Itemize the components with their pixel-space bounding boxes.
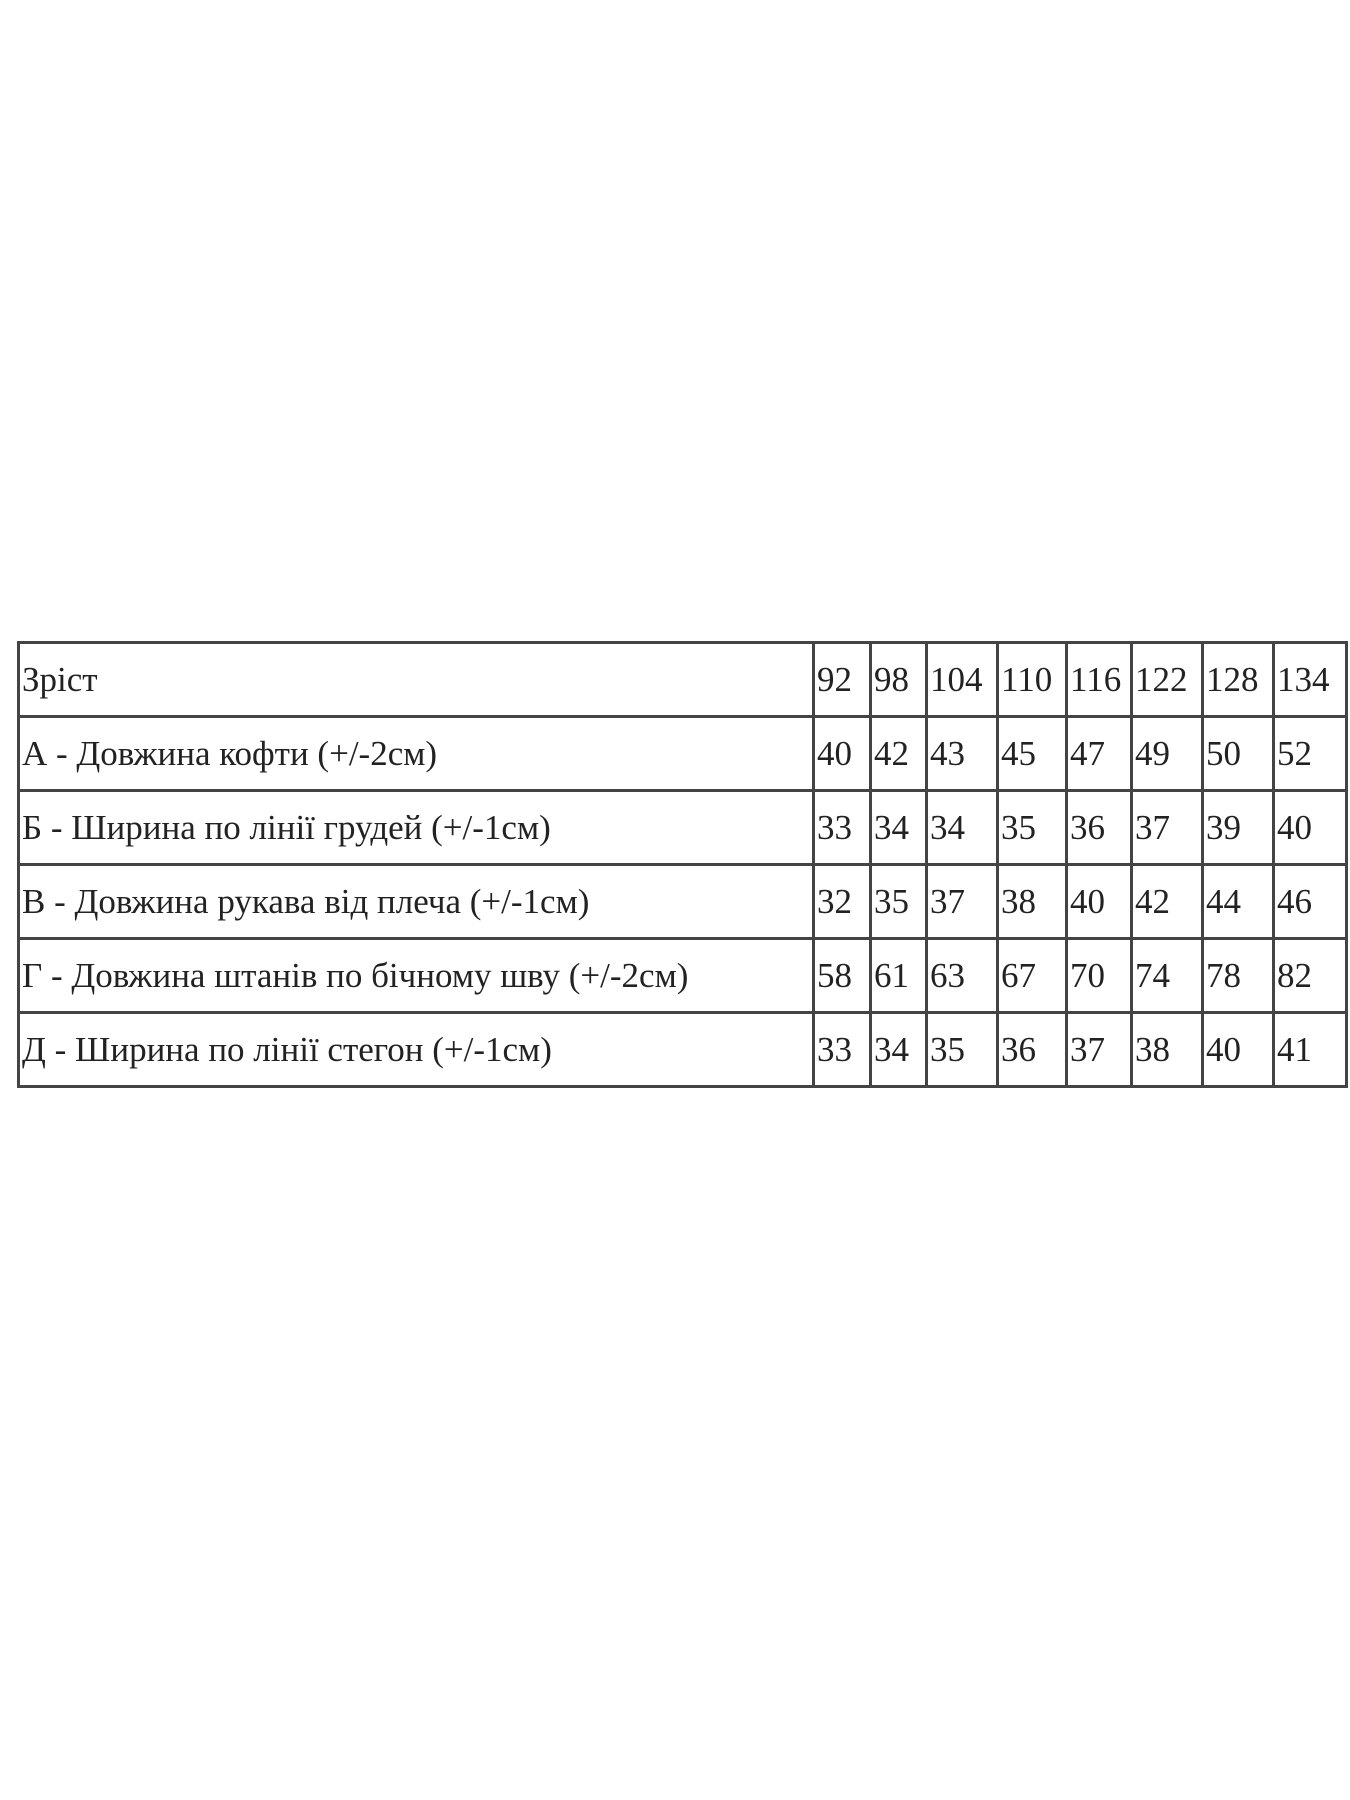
table-row: В - Довжина рукава від плеча (+/-1см) 32 3… (17, 863, 1348, 940)
cell: 41 (1272, 1011, 1348, 1088)
cell: 74 (1130, 937, 1204, 1014)
cell: 45 (996, 715, 1068, 792)
cell: 122 (1130, 641, 1204, 718)
cell: 37 (1065, 1011, 1133, 1088)
table-row: А - Довжина кофти (+/-2см) 40 42 43 45 47 49 50… (17, 715, 1348, 792)
cell: 37 (1130, 789, 1204, 866)
cell: 58 (812, 937, 872, 1014)
cell: 34 (869, 789, 928, 866)
cell: 37 (925, 863, 999, 940)
cell: 78 (1201, 937, 1275, 1014)
cell: 50 (1201, 715, 1275, 792)
cell: 128 (1201, 641, 1275, 718)
cell: 116 (1065, 641, 1133, 718)
cell: 67 (996, 937, 1068, 1014)
cell: 38 (1130, 1011, 1204, 1088)
cell: 46 (1272, 863, 1348, 940)
cell: 34 (925, 789, 999, 866)
table-body: Зріст 92 98 104 110 116 122 128 134 А - Довжина к… (17, 641, 1348, 1088)
cell: 49 (1130, 715, 1204, 792)
cell: 42 (1130, 863, 1204, 940)
cell: 43 (925, 715, 999, 792)
cell: 33 (812, 789, 872, 866)
row-label: Г - Довжина штанів по бічному шву (+/-2с… (17, 937, 815, 1014)
cell: 40 (1201, 1011, 1275, 1088)
cell: 42 (869, 715, 928, 792)
cell: 32 (812, 863, 872, 940)
size-table: Зріст 92 98 104 110 116 122 128 134 А - Довжина к… (17, 641, 1348, 1088)
cell: 33 (812, 1011, 872, 1088)
cell: 39 (1201, 789, 1275, 866)
table-row: Д - Ширина по лінії стегон (+/-1см) 33 34 3… (17, 1011, 1348, 1088)
cell: 63 (925, 937, 999, 1014)
header-row: Зріст 92 98 104 110 116 122 128 134 (17, 641, 1348, 718)
row-label: Б - Ширина по лінії грудей (+/-1см) (17, 789, 815, 866)
row-label: В - Довжина рукава від плеча (+/-1см) (17, 863, 815, 940)
table-row: Б - Ширина по лінії грудей (+/-1см) 33 34 3… (17, 789, 1348, 866)
cell: 110 (996, 641, 1068, 718)
cell: 98 (869, 641, 928, 718)
cell: 35 (869, 863, 928, 940)
cell: 104 (925, 641, 999, 718)
cell: 40 (1272, 789, 1348, 866)
cell: 82 (1272, 937, 1348, 1014)
row-label: Зріст (17, 641, 815, 718)
cell: 92 (812, 641, 872, 718)
cell: 47 (1065, 715, 1133, 792)
cell: 35 (996, 789, 1068, 866)
row-label: Д - Ширина по лінії стегон (+/-1см) (17, 1011, 815, 1088)
cell: 70 (1065, 937, 1133, 1014)
row-label: А - Довжина кофти (+/-2см) (17, 715, 815, 792)
cell: 34 (869, 1011, 928, 1088)
cell: 40 (1065, 863, 1133, 940)
cell: 134 (1272, 641, 1348, 718)
cell: 35 (925, 1011, 999, 1088)
cell: 36 (1065, 789, 1133, 866)
cell: 36 (996, 1011, 1068, 1088)
cell: 44 (1201, 863, 1275, 940)
cell: 40 (812, 715, 872, 792)
cell: 38 (996, 863, 1068, 940)
cell: 52 (1272, 715, 1348, 792)
cell: 61 (869, 937, 928, 1014)
table-row: Г - Довжина штанів по бічному шву (+/-2с… (17, 937, 1348, 1014)
